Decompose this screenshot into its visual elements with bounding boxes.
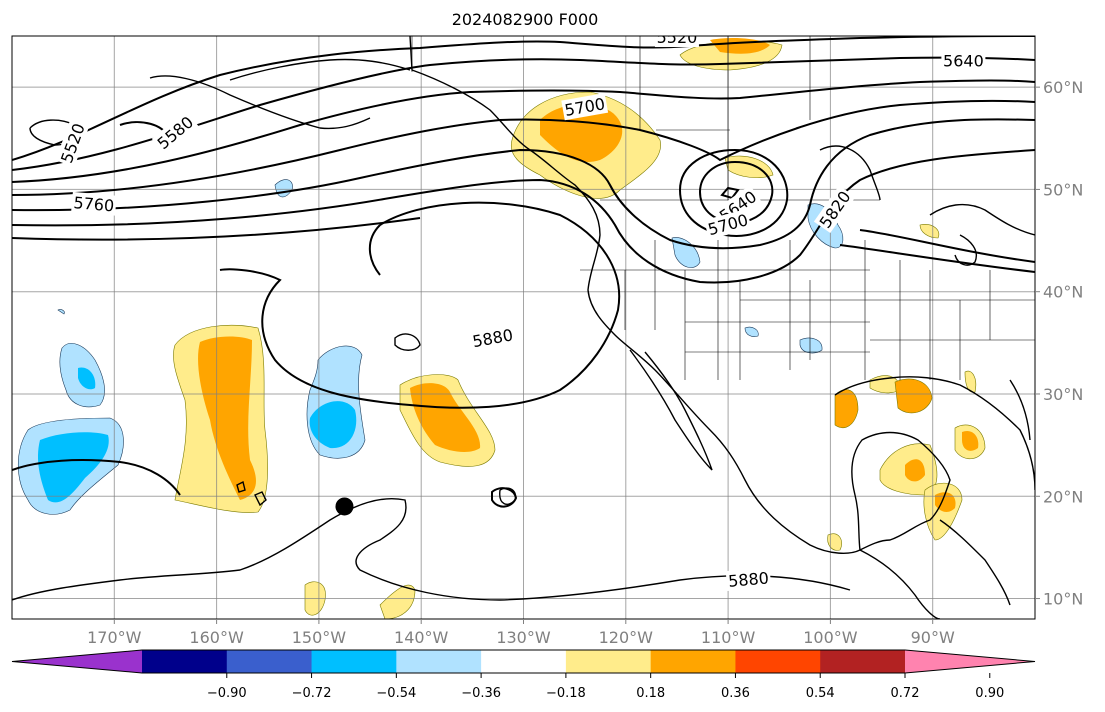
coastlines: [12, 36, 1035, 619]
colorbar-tick-label: 0.90: [975, 686, 1004, 701]
contour-label: 5880: [727, 568, 769, 590]
latitude-ticks: 10°N 20°N 30°N 40°N 50°N 60°N: [1035, 78, 1083, 609]
lat-tick-label: 10°N: [1043, 590, 1083, 609]
colorbar-tick-label: −0.72: [292, 686, 332, 701]
positive-anomaly-shading: [173, 37, 986, 619]
lat-tick-label: 60°N: [1043, 78, 1083, 97]
colorbar-extend-min: [12, 650, 142, 673]
colorbar-tick-label: −0.90: [207, 686, 247, 701]
colorbar-segment: [481, 650, 567, 673]
contour-label-halo: [654, 36, 699, 48]
colorbar-tick-label: −0.36: [461, 686, 501, 701]
lat-tick-label: 30°N: [1043, 385, 1083, 404]
colorbar-segment: [735, 650, 821, 673]
contour-label-group: 5880: [725, 567, 772, 592]
contour-label: 5520: [657, 28, 698, 47]
height-contours: [12, 36, 1035, 508]
colorbar-segment: [311, 650, 397, 673]
lon-tick-label: 160°W: [189, 628, 244, 647]
longitude-ticks: 170°W 160°W 150°W 140°W 130°W 120°W 110°W 100°W…: [87, 619, 955, 647]
colorbar-segment: [142, 650, 228, 673]
colorbar-tick-label: 0.18: [636, 686, 665, 701]
contour-label-halo: [55, 118, 90, 168]
contour-label-halo: [561, 92, 609, 121]
contour-label-halo: [725, 567, 772, 592]
contour-label-halo: [704, 208, 752, 240]
contour-label-halo: [71, 191, 117, 216]
lat-tick-label: 20°N: [1043, 487, 1083, 506]
contour-label-halo: [469, 324, 517, 352]
lon-tick-label: 170°W: [87, 628, 142, 647]
lon-tick-label: 150°W: [292, 628, 347, 647]
contour-label-group: 5640: [941, 50, 986, 71]
contour-label: 5760: [73, 193, 115, 215]
political-boundaries: [411, 36, 1035, 380]
colorbar-extend-max: [905, 650, 1035, 673]
map-title: 2024082900 F000: [451, 10, 599, 29]
point-marker: [335, 497, 354, 516]
lon-tick-label: 110°W: [701, 628, 756, 647]
lon-tick-label: 100°W: [803, 628, 858, 647]
lon-tick-label: 130°W: [496, 628, 551, 647]
colorbar-segment: [565, 650, 652, 673]
lon-tick-label: 140°W: [394, 628, 449, 647]
contour-label-halo: [813, 185, 856, 234]
lat-tick-label: 40°N: [1043, 283, 1083, 302]
contour-label-halo: [941, 50, 986, 71]
colorbar-tick-label: 0.72: [891, 686, 920, 701]
negative-anomaly-shading: [18, 179, 844, 515]
contour-label-group: 5760: [71, 191, 117, 216]
lon-tick-label: 120°W: [599, 628, 654, 647]
contour-label-halo: [151, 110, 199, 155]
lon-tick-label: 90°W: [911, 628, 955, 647]
colorbar: −0.90 −0.72 −0.54 −0.36 −0.18 0.18 0.36 0.54 0.7…: [11, 649, 1036, 701]
contour-label-group: 5520: [654, 28, 699, 48]
colorbar-outline: [11, 649, 1036, 674]
colorbar-tick-label: −0.54: [376, 686, 416, 701]
colorbar-segment: [396, 650, 482, 673]
contour-label: 5640: [943, 52, 984, 71]
colorbar-segment: [650, 650, 736, 673]
colorbar-segment: [820, 650, 906, 673]
lat-tick-label: 50°N: [1043, 180, 1083, 199]
colorbar-tick-label: 0.36: [721, 686, 750, 701]
colorbar-tick-label: −0.18: [546, 686, 586, 701]
colorbar-tick-label: 0.54: [806, 686, 835, 701]
colorbar-segment: [226, 650, 313, 673]
